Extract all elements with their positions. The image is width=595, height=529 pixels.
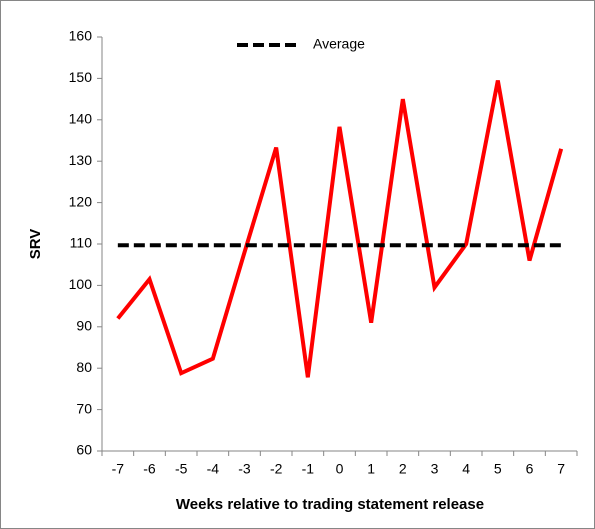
x-tick-label: -6 [143, 461, 156, 477]
y-tick-label: 60 [76, 442, 92, 458]
y-tick-label: 160 [69, 28, 93, 44]
x-tick-label: -1 [302, 461, 315, 477]
y-tick-label: 90 [76, 318, 92, 334]
y-tick-label: 80 [76, 359, 92, 375]
y-tick-label: 100 [69, 276, 93, 292]
x-tick-label: 7 [557, 461, 565, 477]
x-tick-label: -7 [112, 461, 125, 477]
x-tick-label: 3 [431, 461, 439, 477]
x-tick-label: 1 [367, 461, 375, 477]
x-tick-label: 5 [494, 461, 502, 477]
x-axis-label: Weeks relative to trading statement rele… [176, 496, 484, 513]
y-tick-label: 110 [70, 235, 93, 251]
y-tick-label: 150 [69, 69, 93, 85]
y-axis-label: SRV [27, 229, 44, 260]
x-tick-label: -3 [238, 461, 251, 477]
x-tick-label: -4 [207, 461, 220, 477]
y-tick-label: 130 [69, 152, 93, 168]
y-tick-label: 120 [69, 193, 93, 209]
x-tick-label: 6 [526, 461, 534, 477]
series-line [116, 80, 564, 378]
x-tick-label: 2 [399, 461, 407, 477]
y-tick-label: 140 [69, 111, 93, 127]
legend-label: Average [313, 36, 365, 52]
x-tick-label: 0 [336, 461, 344, 477]
x-tick-label: -2 [270, 461, 283, 477]
y-tick-label: 70 [76, 400, 92, 416]
x-tick-label: 4 [462, 461, 470, 477]
x-tick-label: -5 [175, 461, 188, 477]
